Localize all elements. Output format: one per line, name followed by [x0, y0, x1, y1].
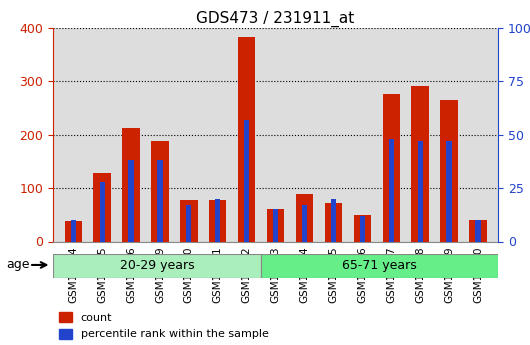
Text: 20-29 years: 20-29 years	[120, 259, 194, 272]
Bar	[93, 173, 111, 242]
Text: 65-71 years: 65-71 years	[342, 259, 417, 272]
Bar	[411, 87, 429, 241]
Bar	[418, 141, 423, 242]
Bar	[383, 95, 400, 241]
Bar	[273, 209, 278, 242]
Bar	[180, 200, 198, 242]
Bar	[244, 120, 249, 242]
Bar	[469, 220, 487, 242]
Bar	[53, 254, 261, 278]
Bar	[70, 220, 76, 242]
Text: age: age	[6, 258, 30, 272]
Bar	[65, 221, 82, 242]
Bar	[354, 215, 371, 242]
Bar	[388, 139, 394, 241]
Bar	[186, 205, 191, 241]
Bar	[331, 199, 336, 242]
Bar	[267, 209, 284, 242]
Bar	[261, 254, 498, 278]
Bar	[296, 195, 313, 242]
Bar	[209, 200, 226, 242]
Bar	[302, 205, 307, 241]
Bar	[122, 128, 140, 242]
Bar	[128, 160, 134, 242]
Text: GDS473 / 231911_at: GDS473 / 231911_at	[197, 10, 355, 27]
Bar	[360, 216, 365, 241]
Bar	[446, 141, 452, 242]
Bar	[440, 100, 458, 242]
Bar	[157, 160, 163, 242]
Bar	[475, 220, 481, 242]
Bar	[238, 37, 255, 241]
Bar	[100, 181, 105, 241]
Bar	[151, 141, 169, 242]
Legend: count, percentile rank within the sample: count, percentile rank within the sample	[58, 312, 269, 339]
Bar	[215, 199, 220, 242]
Bar	[325, 203, 342, 241]
